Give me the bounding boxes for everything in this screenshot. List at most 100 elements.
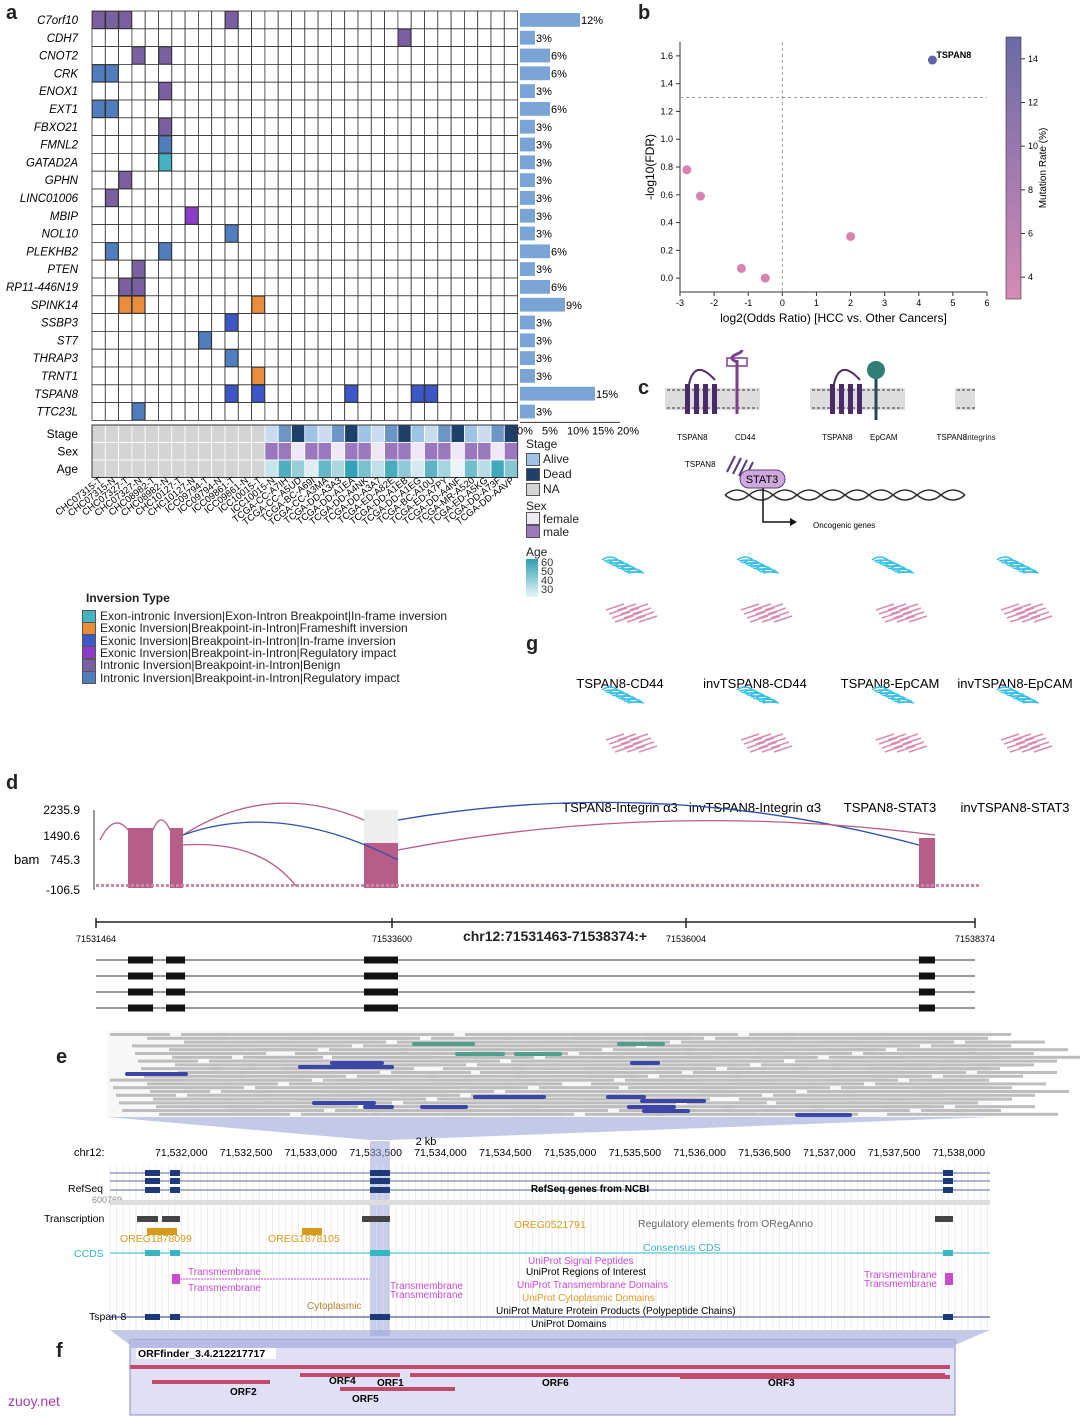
grid-cell xyxy=(463,206,479,226)
grid-cell xyxy=(211,135,226,154)
grid-cell xyxy=(370,259,385,279)
grid-cell xyxy=(144,348,159,368)
mutation-cell xyxy=(132,402,145,421)
annot-cell xyxy=(397,442,412,461)
grid-cell xyxy=(463,259,479,279)
grid-cell xyxy=(410,313,425,332)
grid-cell xyxy=(437,295,452,314)
gene-labels: C7orf10 CDH7 CNOT2 CRK ENOX1 EXT1 FBXO21 FMNL2 G… xyxy=(6,15,79,419)
grid-cell xyxy=(410,348,425,368)
x-tick-label: 5 xyxy=(950,298,955,308)
grid-cell xyxy=(264,81,279,101)
grid-cell xyxy=(437,224,452,243)
frequency-bar xyxy=(520,48,550,63)
grid-cell xyxy=(357,295,372,314)
age-legend-title: Age xyxy=(526,545,548,559)
frequency-label: 6% xyxy=(551,68,567,80)
transcription-block xyxy=(137,1216,158,1222)
grid-cell xyxy=(397,152,412,172)
gene-label: GATAD2A xyxy=(26,157,78,169)
grid-cell xyxy=(450,366,465,386)
mutation-cell xyxy=(118,278,132,296)
grid-cell xyxy=(224,277,239,297)
annot-cell xyxy=(424,424,439,443)
grid-cell xyxy=(104,402,120,421)
annot-cell xyxy=(424,442,439,461)
gene-label: PLEKHB2 xyxy=(26,246,78,258)
grid-cell xyxy=(424,81,439,101)
annot-cell xyxy=(131,442,146,461)
annot-cell xyxy=(397,459,412,478)
annot-cell xyxy=(171,442,186,461)
grid-cell xyxy=(477,46,492,65)
annot-cell xyxy=(330,459,346,478)
grid-cell xyxy=(463,402,479,421)
genome-browser-panel: 2 kb chr12: 71,532,000 71,532,500 71,533,000… xyxy=(44,1031,1080,1345)
read-discordant xyxy=(642,1109,690,1113)
grid-cell xyxy=(344,170,359,190)
annot-cell xyxy=(330,424,346,443)
grid-cell xyxy=(237,313,253,332)
annot-cell xyxy=(357,442,372,461)
grid-cell xyxy=(104,366,120,386)
annot-cell xyxy=(211,442,226,461)
grid-cell xyxy=(357,46,372,65)
grid-cell xyxy=(317,81,332,101)
stage-legend-title: Stage xyxy=(526,437,558,451)
y-tick-label: 0.4 xyxy=(660,218,673,228)
grid-cell xyxy=(171,135,186,154)
grid-cell xyxy=(317,28,332,47)
grid-cell xyxy=(477,384,492,403)
grid-cell xyxy=(144,241,159,261)
grid-cell xyxy=(384,224,399,243)
tspan-exon xyxy=(370,1314,390,1320)
stage-legend-label: Alive xyxy=(543,452,570,466)
grid-cell xyxy=(237,117,253,137)
refseq-exon xyxy=(943,1178,953,1184)
grid-cell xyxy=(330,10,346,30)
frequency-bar xyxy=(520,404,535,419)
grid-cell xyxy=(463,241,479,261)
annotation-tracks: Stage Sex Age xyxy=(47,424,519,478)
frequency-bar xyxy=(520,155,535,170)
refseq-exon xyxy=(370,1178,390,1184)
annot-cell xyxy=(211,459,226,478)
refseq-exon xyxy=(943,1170,953,1176)
grid-cell xyxy=(370,348,385,368)
grid-cell xyxy=(277,28,292,47)
grid-cell xyxy=(131,348,146,368)
coverage-y-tick: 745.3 xyxy=(50,853,80,867)
grid-cell xyxy=(304,135,319,154)
x-tick-label: 4 xyxy=(916,298,921,308)
grid-cell xyxy=(144,330,159,350)
orf-label: ORF6 xyxy=(542,1378,569,1389)
grid-cell xyxy=(197,259,213,279)
grid-cell xyxy=(131,117,146,137)
grid-cell xyxy=(184,313,199,332)
docking-structure xyxy=(871,686,928,753)
grid-cell xyxy=(463,81,479,101)
genome-axis-label: 71,532,000 xyxy=(155,1147,208,1159)
grid-cell xyxy=(171,46,186,65)
grid-cell xyxy=(357,241,372,261)
grid-cell xyxy=(477,259,492,279)
scatter-point xyxy=(695,191,705,201)
tspan-exon xyxy=(943,1314,953,1320)
grid-cell xyxy=(357,259,372,279)
grid-cell xyxy=(477,330,492,350)
gene-label: CDH7 xyxy=(47,33,79,45)
grid-cell xyxy=(118,330,133,350)
grid-cell xyxy=(503,28,518,47)
grid-cell xyxy=(91,402,106,421)
mutation-cell xyxy=(158,118,172,136)
grid-cell xyxy=(330,152,346,172)
inversion-legend-item: Exon-intronic Inversion|Exon-Intron Brea… xyxy=(82,609,447,623)
gene-label: FMNL2 xyxy=(40,140,78,152)
grid-cell xyxy=(330,241,346,261)
grid-cell xyxy=(171,81,186,101)
sex-legend-title: Sex xyxy=(526,499,547,513)
grid-cell xyxy=(490,241,505,261)
grid-cell xyxy=(424,28,439,47)
mutation-cell xyxy=(225,224,239,243)
grid-cell xyxy=(344,28,359,47)
